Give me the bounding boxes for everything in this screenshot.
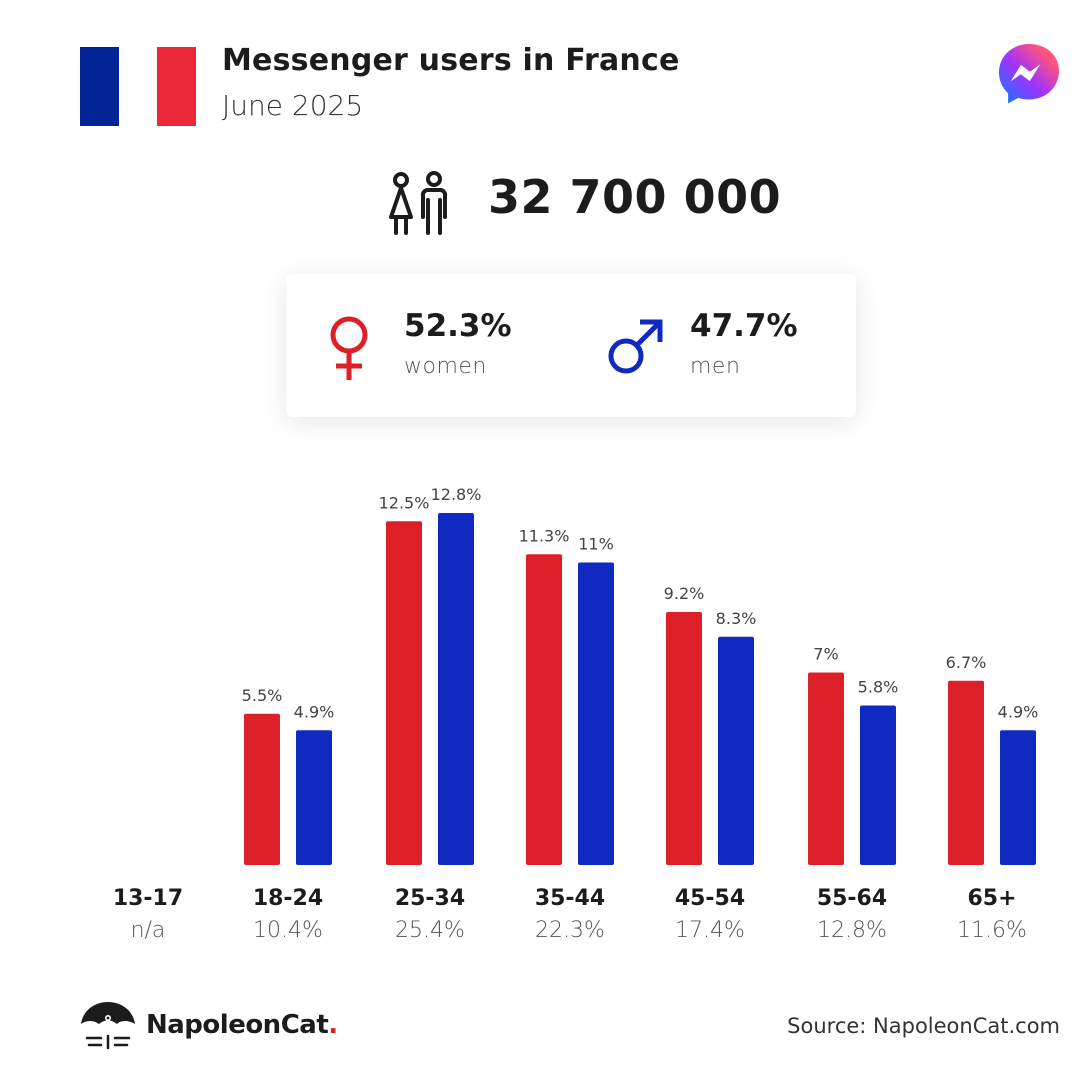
data-label-women-25-34: 12.5%: [379, 493, 430, 512]
age-group-share-18-24: 10.4%: [253, 918, 323, 943]
age-group-share-55-64: 12.8%: [817, 918, 887, 943]
bar-women-25-34: [386, 521, 422, 865]
messenger-icon: [999, 44, 1059, 104]
bar-women-18-24: [244, 713, 280, 865]
page-title: Messenger users in France: [222, 43, 680, 78]
flag-stripe-white: [118, 47, 158, 126]
bar-men-25-34: [438, 513, 474, 865]
women-label: women: [404, 354, 487, 379]
france-flag: [80, 47, 197, 126]
napoleoncat-logo-icon: [81, 1002, 135, 1050]
total-users-value: 32 700 000: [488, 170, 782, 224]
source-credit: Source: NapoleonCat.com: [787, 1014, 1060, 1038]
data-label-women-65+: 6.7%: [946, 653, 987, 672]
data-label-men-55-64: 5.8%: [858, 678, 899, 697]
bar-women-55-64: [808, 672, 844, 865]
female-symbol-icon: [330, 316, 368, 380]
age-group-share-65+: 11.6%: [957, 918, 1027, 943]
age-group-label-55-64: 55-64: [816, 886, 888, 911]
data-label-men-25-34: 12.8%: [431, 485, 482, 504]
age-group-label-35-44: 35-44: [534, 886, 606, 911]
bar-women-65+: [948, 680, 984, 865]
data-label-men-45-54: 8.3%: [716, 609, 757, 628]
male-symbol-icon: [608, 319, 663, 374]
data-label-women-55-64: 7%: [813, 645, 838, 664]
people-icon: [389, 171, 448, 235]
data-label-men-65+: 4.9%: [998, 702, 1039, 721]
napoleoncat-logo-text: NapoleonCat.: [146, 1010, 338, 1040]
data-label-men-35-44: 11%: [578, 535, 614, 554]
bar-men-45-54: [718, 636, 754, 865]
page-subtitle: June 2025: [222, 89, 364, 122]
age-group-share-35-44: 22.3%: [535, 918, 605, 943]
bar-women-35-44: [526, 554, 562, 865]
age-gender-bar-chart: 5.5% 12.5% 11.3% 9.2% 7% 6.7% 4.9% 12.8% 11% 8.3%…: [242, 485, 1039, 865]
data-label-women-35-44: 11.3%: [519, 526, 570, 545]
bar-men-55-64: [860, 705, 896, 865]
bar-men-65+: [1000, 730, 1036, 865]
data-label-women-18-24: 5.5%: [242, 686, 283, 705]
flag-stripe-blue: [80, 47, 119, 126]
age-group-label-18-24: 18-24: [252, 886, 324, 911]
women-percentage: 52.3%: [404, 308, 512, 344]
age-group-label-13-17: 13-17: [112, 886, 184, 911]
bar-men-18-24: [296, 730, 332, 865]
age-group-label-25-34: 25-34: [394, 886, 466, 911]
data-label-men-18-24: 4.9%: [294, 702, 335, 721]
men-percentage: 47.7%: [690, 308, 798, 344]
age-group-label-65+: 65+: [967, 886, 1017, 911]
age-group-share-13-17: n/a: [130, 918, 166, 943]
data-label-women-45-54: 9.2%: [664, 584, 705, 603]
age-group-share-25-34: 25.4%: [395, 918, 465, 943]
men-label: men: [690, 354, 741, 379]
bar-men-35-44: [578, 562, 614, 865]
age-group-label-45-54: 45-54: [674, 886, 746, 911]
bar-women-45-54: [666, 612, 702, 865]
flag-stripe-red: [157, 47, 197, 126]
age-group-share-45-54: 17.4%: [675, 918, 745, 943]
gender-split-card: 52.3% women 47.7% men: [286, 274, 856, 417]
